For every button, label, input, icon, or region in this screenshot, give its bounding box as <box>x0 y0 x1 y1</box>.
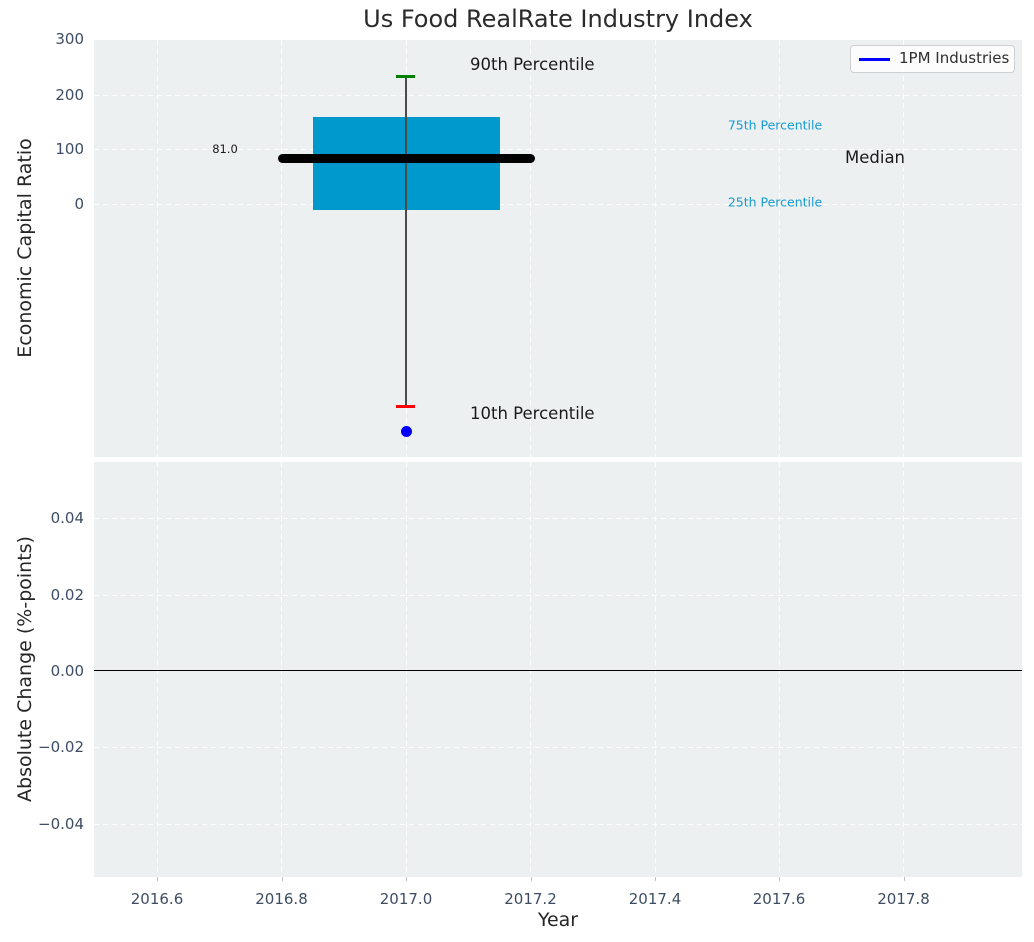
zero-reference-line <box>94 669 1022 672</box>
percentile-whisker-line <box>405 76 407 406</box>
p25-annotation: 25th Percentile <box>727 194 823 209</box>
gridline <box>94 203 1022 205</box>
gridline <box>94 94 1022 96</box>
legend-line-icon <box>859 58 890 61</box>
gridline <box>156 40 158 457</box>
gridline <box>654 40 656 457</box>
gridline <box>94 594 1022 596</box>
p10-annotation: 10th Percentile <box>470 404 595 423</box>
gridline <box>530 40 531 457</box>
company-point-marker <box>400 426 412 437</box>
x-tick-mark <box>157 877 158 881</box>
p90-annotation: 90th Percentile <box>470 55 595 74</box>
gridline <box>94 823 1022 825</box>
chart-title: Us Food RealRate Industry Index <box>363 5 753 33</box>
gridline <box>94 518 1022 519</box>
x-tick-label: 2017.0 <box>379 890 433 908</box>
y-tick-label: 300 <box>55 30 84 48</box>
y-tick-label: 0 <box>74 194 84 213</box>
gridline <box>903 40 904 457</box>
y-tick-label: 0.00 <box>50 661 84 680</box>
p10-marker <box>396 404 415 408</box>
x-tick-label: 2017.4 <box>628 890 682 908</box>
y-tick-label: −0.02 <box>38 738 84 756</box>
x-tick-mark <box>903 877 905 881</box>
p90-marker <box>396 74 415 78</box>
x-tick-mark <box>779 877 780 881</box>
x-tick-mark <box>655 877 656 881</box>
gridline <box>94 149 1022 150</box>
x-tick-label: 2017.6 <box>752 890 806 908</box>
y-tick-label: 0.04 <box>50 509 84 527</box>
y-tick-label: 0.02 <box>50 585 84 604</box>
x-tick-mark <box>530 877 532 881</box>
x-tick-label: 2017.2 <box>504 890 557 908</box>
y-tick-label: 200 <box>55 85 84 104</box>
x-tick-label: 2016.6 <box>130 890 184 908</box>
x-tick-label: 2017.8 <box>877 890 930 908</box>
interquartile-box <box>313 117 500 210</box>
bottom-y-axis-label: Absolute Change (%-points) <box>14 536 36 802</box>
y-tick-label: 100 <box>55 140 84 158</box>
x-tick-mark <box>406 877 407 881</box>
median-annotation: Median <box>845 148 906 167</box>
median-line <box>278 154 535 163</box>
x-tick-label: 2016.8 <box>255 890 308 908</box>
gridline <box>281 40 282 457</box>
x-tick-mark <box>281 877 283 881</box>
bottom-axes <box>94 462 1022 877</box>
legend: 1PM Industries <box>850 45 1015 73</box>
median-value-label: 81.0 <box>212 142 238 156</box>
gridline <box>94 747 1022 748</box>
x-axis-label: Year <box>537 909 579 931</box>
top-axes: 81.0 90th Percentile 10th Percentile 75t… <box>94 40 1022 457</box>
y-tick-label: −0.04 <box>38 814 84 833</box>
legend-label: 1PM Industries <box>899 49 1010 67</box>
top-y-axis-label: Economic Capital Ratio <box>14 138 36 358</box>
p75-annotation: 75th Percentile <box>727 117 823 133</box>
gridline <box>779 40 780 457</box>
